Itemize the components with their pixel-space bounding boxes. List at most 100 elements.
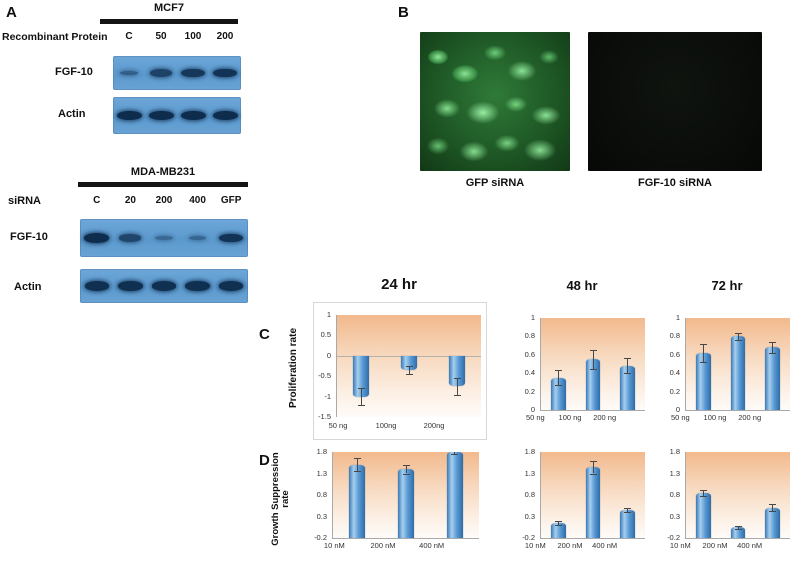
plot-area (336, 315, 481, 417)
x-axis-label: 10 nM (524, 541, 546, 550)
x-axis-label: 100 ng (703, 413, 727, 422)
mcf7-title-underline (100, 19, 238, 24)
error-bar-cap (357, 388, 365, 390)
error-bar (456, 378, 458, 395)
error-bar (702, 343, 704, 363)
y-axis-tick: 0.5 (320, 330, 331, 340)
y-axis: 1.8 1.3 0.8 0.3 -0.2 (518, 447, 538, 542)
error-bar-cap (769, 504, 777, 506)
y-axis-tick: -0.2 (522, 533, 535, 543)
blot-image-mdamb231-actin (80, 269, 248, 303)
blot-lane (147, 219, 181, 257)
error-bar-cap (699, 489, 707, 491)
error-bar (737, 332, 739, 341)
chart-bar (730, 527, 746, 538)
x-axis-label: 400 nM (592, 541, 618, 550)
error-bar (627, 358, 629, 374)
blot-lane (113, 56, 145, 90)
blot-lane (80, 269, 114, 303)
panel-b-label: B (398, 4, 409, 21)
chart-bar (446, 452, 463, 538)
blot-lane (214, 219, 248, 257)
x-axis-labels: 50 ng 100ng 200ng (314, 421, 458, 430)
chart-bar (696, 492, 711, 538)
chart-bar (765, 347, 780, 410)
y-axis-tick: -0.2 (667, 533, 680, 543)
caption-fgf10-sirna: FGF-10 siRNA (638, 177, 712, 189)
chart-bar (585, 359, 601, 410)
y-axis-tick: -0.2 (314, 533, 327, 543)
x-axis-label: 200 nM (370, 541, 396, 550)
chart-bar (765, 507, 780, 538)
blot-lane (113, 97, 145, 134)
y-axis-tick: 0.4 (524, 368, 535, 378)
y-axis-tick: 1 (675, 313, 680, 323)
error-bar-cap (624, 512, 632, 514)
mdamb231-title-underline (78, 182, 248, 187)
chart-proliferation-72hr: 1 0.8 0.6 0.4 0.2 0 50 ng 100 ng 200 ng (663, 312, 791, 424)
chart-bar (620, 510, 635, 538)
chart-bar (349, 464, 366, 538)
error-bar (557, 370, 559, 386)
error-bar-cap (554, 370, 562, 372)
error-bar-cap (589, 350, 597, 352)
x-axis-labels: 50 ng 100 ng 200 ng (663, 413, 767, 422)
error-bar (454, 452, 456, 455)
chart-growth-suppression-1: 1.8 1.3 0.8 0.3 -0.2 10 nM 200 nM 400 nM (310, 447, 480, 554)
mcf7-actin-label: Actin (58, 108, 86, 120)
error-bar-cap (624, 358, 632, 360)
protein-band (180, 110, 206, 121)
x-axis-label: 100 ng (558, 413, 582, 422)
y-axis-tick: -1 (324, 391, 331, 401)
y-axis-tick: 0 (675, 405, 680, 415)
blot-lane (177, 56, 209, 90)
x-axis-label: 200 nM (702, 541, 728, 550)
error-bar-cap (402, 473, 410, 475)
error-bar (405, 464, 407, 474)
mdamb231-lane-labels: C 20 200 400 GFP (80, 195, 248, 206)
blot-lane (214, 269, 248, 303)
protein-band (185, 281, 210, 291)
chart-proliferation-24hr: 1 0.5 0 -0.5 -1 -1.5 50 ng 100ng 200ng (313, 302, 487, 440)
chart-bar (551, 522, 566, 538)
panel-a-label: A (6, 4, 17, 21)
blot-image-mcf7-actin (113, 97, 241, 134)
y-axis-tick: -1.5 (318, 412, 331, 422)
error-bar-cap (589, 460, 597, 462)
error-bar-cap (699, 362, 707, 364)
chart-bar (696, 352, 711, 410)
protein-band (116, 110, 142, 121)
blot-lane (181, 219, 215, 257)
blot-lane (177, 97, 209, 134)
y-axis-tick: 0.3 (524, 511, 535, 521)
lane-label: 100 (184, 31, 202, 42)
lane-label: 200 (216, 31, 234, 42)
y-axis-tick: 0.6 (524, 349, 535, 359)
blot-lane (145, 56, 177, 90)
x-axis-labels: 10 nM 200 nM 400 nM (663, 541, 767, 550)
chart-growth-suppression-3: 1.8 1.3 0.8 0.3 -0.2 10 nM 200 nM 400 nM (663, 447, 791, 554)
error-bar-cap (405, 374, 413, 376)
chart-bar (730, 336, 746, 410)
plot-area (540, 318, 645, 411)
y-axis-label-proliferation-rate: Proliferation rate (288, 327, 299, 409)
blot-lane (209, 97, 241, 134)
y-axis-tick: 0.2 (669, 386, 680, 396)
lane-label: 20 (124, 195, 136, 206)
y-axis-tick: 0.3 (669, 511, 680, 521)
error-bar (772, 341, 774, 353)
error-bar-cap (405, 366, 413, 367)
error-bar-cap (451, 454, 459, 456)
error-bar-cap (402, 464, 410, 466)
y-axis-tick: 0.3 (316, 511, 327, 521)
y-axis-tick: 1.3 (524, 468, 535, 478)
y-axis-tick: 0.6 (669, 349, 680, 359)
y-axis-tick: 0.2 (524, 386, 535, 396)
protein-band (218, 281, 244, 291)
x-axis-label: 50 ng (328, 421, 348, 430)
y-axis-tick: 1.8 (669, 447, 680, 457)
chart-bar (620, 365, 635, 410)
protein-band (181, 68, 205, 78)
caption-gfp-sirna: GFP siRNA (465, 177, 525, 189)
